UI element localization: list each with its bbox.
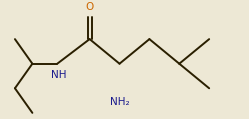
Text: NH₂: NH₂ bbox=[110, 97, 129, 107]
Text: O: O bbox=[85, 2, 94, 12]
Text: NH: NH bbox=[51, 70, 66, 80]
